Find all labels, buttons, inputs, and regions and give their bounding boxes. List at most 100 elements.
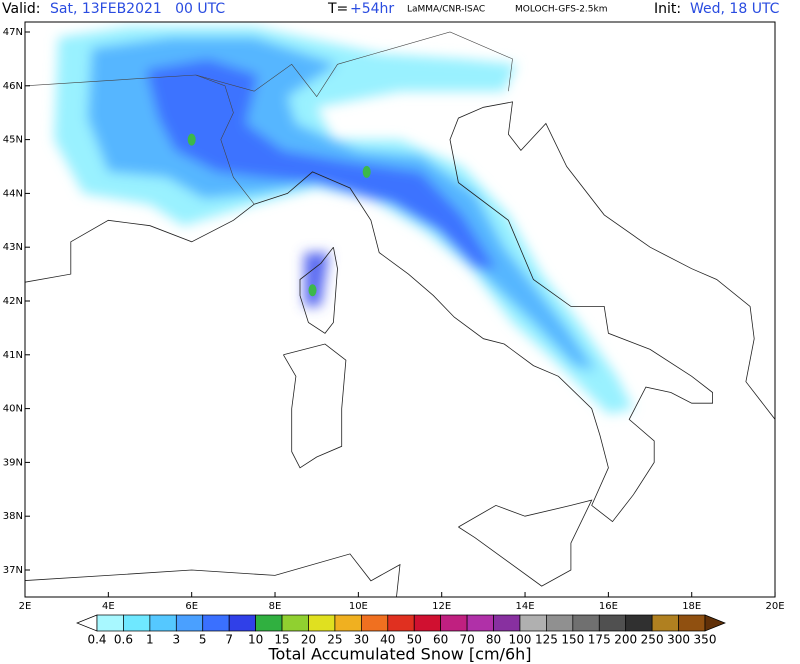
lat-label: 38N: [3, 511, 23, 522]
lon-label: 8E: [269, 601, 282, 612]
lead-time: +54hr: [350, 1, 394, 17]
lat-label: 43N: [3, 242, 23, 253]
lon-label: 10E: [349, 601, 368, 612]
colorbar-label: 350: [694, 633, 717, 647]
colorbar-label: 0.4: [87, 633, 106, 647]
valid-time: Sat, 13FEB2021 00 UTC: [50, 1, 225, 17]
lead-label: T=: [327, 1, 348, 17]
colorbar-box: [493, 614, 521, 632]
map: [25, 26, 775, 597]
init-time: Wed, 18 UTC: [690, 1, 780, 17]
lon-label: 14E: [516, 601, 535, 612]
colorbar-label: 20: [301, 633, 316, 647]
border: [195, 31, 513, 98]
colorbar-box: [175, 614, 204, 632]
colorbar-arrow: [704, 614, 726, 632]
lon-label: 2E: [19, 601, 32, 612]
lat-label: 45N: [3, 135, 23, 146]
colorbar-box: [360, 614, 389, 632]
colorbar-box: [96, 614, 124, 632]
colorbar-label: 150: [561, 633, 584, 647]
colorbar-box: [519, 614, 547, 632]
colorbar-box: [466, 614, 494, 632]
coastline: [25, 553, 401, 597]
colorbar-box: [149, 614, 177, 632]
colorbar-box: [387, 614, 415, 632]
snow-core: [362, 165, 371, 178]
colorbar-label: 175: [588, 633, 611, 647]
colorbar-label: 300: [667, 633, 690, 647]
coastline: [283, 343, 347, 469]
colorbar-box: [334, 614, 362, 632]
snow-core: [187, 133, 196, 146]
axes: 47N 46N 45N 44N 43N 42N 41N 40N 39N 38N 37N 2E 4E 6E 8…: [3, 27, 785, 612]
lat-label: 37N: [3, 565, 23, 576]
colorbar-box: [651, 614, 679, 632]
colorbar-box: [625, 614, 653, 632]
coastline: [299, 246, 338, 334]
colorbar-box: [308, 614, 336, 632]
colorbar-arrow: [76, 614, 98, 632]
colorbar-label: 200: [614, 633, 637, 647]
colorbar-box: [281, 614, 309, 632]
institution: LaMMA/CNR-ISAC: [407, 5, 485, 15]
colorbar-label: 60: [433, 633, 448, 647]
lon-label: 18E: [682, 601, 701, 612]
lon-label: 4E: [102, 601, 115, 612]
colorbar-label: 5: [199, 633, 207, 647]
lon-label: 12E: [432, 601, 451, 612]
lat-label: 41N: [3, 350, 23, 361]
coastline: [25, 101, 775, 523]
snow-area: [145, 58, 496, 269]
map-frame: [24, 21, 776, 598]
model: MOLOCH-GFS-2.5km: [515, 5, 608, 15]
lat-label: 42N: [3, 296, 23, 307]
colorbar-box: [546, 614, 574, 632]
colorbar: 0.4 0.6 1 3 5 7 10 15 20 25 30 40 50 60 70 80 100 125 150 1…: [76, 614, 726, 647]
colorbar-label: 15: [274, 633, 289, 647]
colorbar-label: 1: [146, 633, 154, 647]
colorbar-label: 3: [172, 633, 180, 647]
snow-core: [308, 284, 317, 297]
colorbar-label: 80: [486, 633, 501, 647]
colorbar-label: 125: [535, 633, 558, 647]
colorbar-box: [572, 614, 600, 632]
lon-label: 6E: [185, 601, 198, 612]
lon-label: 20E: [766, 601, 785, 612]
valid-label: Valid:: [2, 1, 40, 17]
colorbar-box: [202, 614, 230, 632]
header: Valid: Sat, 13FEB2021 00 UTC T= +54hr La…: [2, 1, 780, 17]
colorbar-label: 40: [380, 633, 395, 647]
snow-area: [304, 252, 330, 307]
lat-label: 46N: [3, 81, 23, 92]
colorbar-box: [255, 614, 283, 632]
colorbar-label: 50: [407, 633, 422, 647]
lat-label: 39N: [3, 457, 23, 468]
colorbar-label: 100: [509, 633, 532, 647]
snow-field: [54, 26, 634, 414]
colorbar-box: [678, 614, 706, 632]
colorbar-label: 250: [641, 633, 664, 647]
colorbar-label: 10: [248, 633, 263, 647]
colorbar-label: 25: [327, 633, 342, 647]
lat-label: 44N: [3, 188, 23, 199]
lat-label: 40N: [3, 404, 23, 415]
colorbar-box: [123, 614, 151, 632]
colorbar-box: [228, 614, 256, 632]
colorbar-box: [440, 614, 468, 632]
lat-label: 47N: [3, 27, 23, 38]
border: [25, 74, 196, 87]
colorbar-box: [598, 614, 627, 632]
border: [195, 74, 255, 205]
colorbar-title: Total Accumulated Snow [cm/6h]: [267, 645, 531, 664]
colorbar-label: 0.6: [114, 633, 133, 647]
coastline: [458, 499, 593, 587]
colorbar-label: 7: [225, 633, 233, 647]
colorbar-label: 30: [354, 633, 369, 647]
colorbar-label: 70: [459, 633, 474, 647]
colorbar-box: [413, 614, 442, 632]
lon-label: 16E: [599, 601, 618, 612]
snow-cores: [187, 133, 371, 297]
init-label: Init:: [654, 1, 681, 17]
